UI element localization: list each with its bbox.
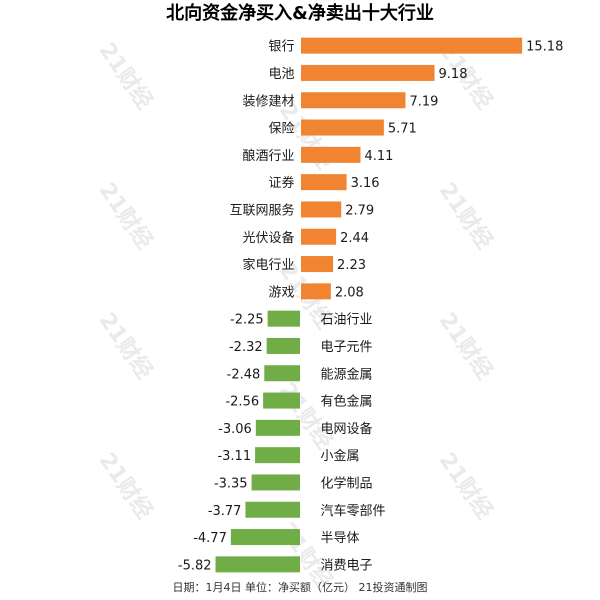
category-label: 保险	[268, 122, 294, 137]
data-label: -2.48	[227, 367, 261, 382]
watermark: 21财经	[434, 178, 498, 254]
category-label: 电池	[268, 67, 294, 82]
bar	[300, 92, 406, 109]
data-label: -5.82	[178, 558, 212, 573]
data-label: -3.06	[218, 422, 252, 437]
category-label: 能源金属	[321, 366, 373, 382]
watermark: 21财经	[274, 378, 338, 454]
data-label: 9.18	[439, 67, 468, 82]
category-label: 家电行业	[242, 257, 294, 273]
bar	[245, 501, 301, 518]
bar	[300, 146, 361, 163]
category-label: 银行	[268, 40, 294, 55]
data-label: -3.77	[208, 504, 242, 519]
bar	[267, 310, 301, 327]
category-label: 汽车零部件	[321, 503, 386, 519]
data-label: 2.79	[345, 203, 374, 218]
category-label: 光伏设备	[242, 230, 294, 246]
data-label: -3.11	[217, 449, 251, 464]
bar	[230, 529, 301, 546]
data-label: 2.23	[337, 258, 366, 273]
bar	[300, 64, 435, 81]
bar	[266, 337, 301, 354]
bar	[300, 228, 337, 245]
bar	[300, 201, 342, 218]
watermark: 21财经	[434, 308, 498, 384]
bar	[300, 256, 334, 273]
bar	[300, 174, 347, 191]
data-label: -2.32	[229, 340, 263, 355]
category-label: 有色金属	[321, 394, 373, 410]
bar	[300, 37, 523, 54]
data-label: 3.16	[351, 176, 380, 191]
category-label: 消费电子	[321, 558, 373, 573]
watermark: 21财经	[94, 308, 158, 384]
bar	[300, 283, 331, 300]
data-label: 15.18	[526, 40, 563, 55]
bar	[300, 119, 384, 136]
category-label: 互联网服务	[229, 202, 294, 218]
category-label: 酿酒行业	[242, 148, 294, 164]
data-label: 4.11	[365, 149, 394, 164]
category-label: 半导体	[321, 531, 360, 546]
category-label: 游戏	[268, 285, 294, 300]
data-label: -2.25	[230, 313, 264, 328]
category-label: 电网设备	[321, 421, 373, 437]
category-label: 装修建材	[242, 94, 294, 109]
watermark: 21财经	[94, 178, 158, 254]
chart-title: 北向资金净买入&净卖出十大行业	[166, 3, 434, 24]
data-label: 2.44	[340, 231, 369, 246]
bar	[255, 419, 301, 436]
data-label: 5.71	[388, 122, 417, 137]
chart-footer: 日期：1月4日 单位：净买额（亿元） 21投资通制图	[172, 581, 428, 594]
data-label: 2.08	[335, 285, 364, 300]
data-label: -4.77	[193, 531, 227, 546]
bar	[264, 365, 301, 382]
category-label: 证券	[268, 175, 294, 191]
data-label: 7.19	[409, 94, 438, 109]
bar	[251, 474, 301, 491]
data-label: -2.56	[225, 395, 259, 410]
category-label: 小金属	[321, 448, 360, 464]
category-label: 化学制品	[321, 475, 373, 491]
bar	[215, 556, 301, 573]
category-label: 电子元件	[321, 340, 373, 355]
data-label: -3.35	[214, 476, 248, 491]
watermark: 21财经	[94, 448, 158, 524]
bar	[255, 447, 301, 464]
bar	[263, 392, 301, 409]
watermark: 21财经	[434, 448, 498, 524]
watermark: 21财经	[94, 38, 158, 114]
category-label: 石油行业	[321, 313, 373, 328]
